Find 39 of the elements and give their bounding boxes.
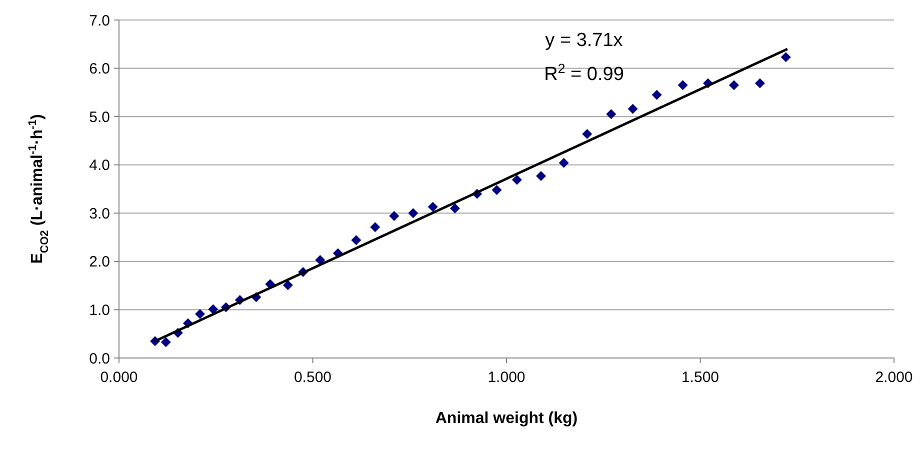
- point: [678, 80, 688, 90]
- point: [282, 280, 293, 290]
- y-tick-label: 4.0: [89, 157, 110, 174]
- point: [728, 80, 739, 90]
- point: [582, 128, 592, 139]
- x-tick-label: 0.500: [294, 369, 332, 386]
- x-tick-label: 2.000: [875, 369, 913, 386]
- y-tick-label: 3.0: [89, 205, 110, 222]
- annotation: R$^{2}$ = 0.99: [544, 60, 624, 85]
- point: [208, 304, 218, 314]
- point: [628, 104, 638, 114]
- point: [351, 235, 362, 246]
- point: [194, 309, 205, 320]
- point: [370, 222, 380, 232]
- point: [754, 78, 765, 88]
- annotation: y = 3.71x: [545, 30, 624, 51]
- point: [512, 174, 522, 185]
- point: [492, 184, 502, 195]
- point: [780, 52, 791, 62]
- y-tick-label: 6.0: [89, 60, 110, 78]
- point: [536, 170, 546, 181]
- y-tick-label: 5.0: [89, 108, 110, 126]
- y-tick-label: 1.0: [89, 302, 110, 319]
- point: [408, 208, 418, 218]
- point: [652, 90, 662, 100]
- point: [389, 211, 400, 222]
- x-tick-label: 0.000: [100, 369, 138, 386]
- y-tick-label: 0.0: [89, 350, 110, 368]
- y-tick-label: 7.0: [89, 12, 110, 30]
- point: [315, 254, 326, 265]
- y-tick-label: 2.0: [89, 254, 110, 271]
- point: [160, 337, 171, 348]
- point: [606, 109, 616, 120]
- point: [428, 202, 438, 212]
- x-tick-label: 1.000: [488, 369, 526, 386]
- x-axis-title: Animal weight (kg): [435, 410, 578, 427]
- point: [558, 158, 569, 168]
- x-tick-label: 1.500: [681, 369, 720, 386]
- point: [450, 203, 460, 214]
